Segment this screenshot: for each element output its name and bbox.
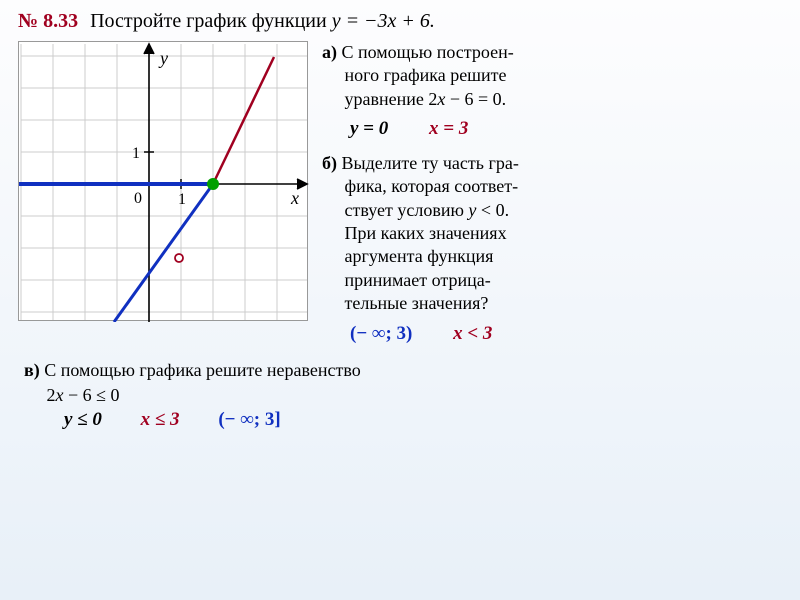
x-label: x <box>290 188 299 208</box>
part-a-text: С помощью построен- ного графика решите … <box>322 42 514 109</box>
title-pre: Постройте график функции <box>90 10 332 32</box>
part-b-answers: (− ∞; 3) x < 3 <box>350 322 782 347</box>
part-a-label: а) <box>322 42 337 62</box>
problem-number: № 8.33 <box>18 10 78 33</box>
part-b-text: Выделите ту часть гра- фика, которая соо… <box>322 153 519 313</box>
part-c-label: в) <box>24 360 40 380</box>
title-eq: y = −3x + 6. <box>332 10 435 32</box>
right-col: а) С помощью построен- ного графика реши… <box>322 41 782 356</box>
left-col: y x 0 1 1 <box>18 41 308 356</box>
y-label: y <box>158 48 168 68</box>
point-intersect <box>207 178 219 190</box>
line-blue-diag <box>114 184 213 322</box>
ans-b-int: (− ∞; 3) <box>350 323 412 344</box>
part-c-line1: в) С помощью графика решите неравенство … <box>24 358 776 407</box>
ans-a-x: x = 3 <box>429 118 468 139</box>
ans-c-y: y ≤ 0 <box>64 409 102 430</box>
part-c: в) С помощью графика решите неравенство … <box>0 356 800 442</box>
x1-label: 1 <box>178 191 186 208</box>
part-b: б) Выделите ту часть гра- фика, которая … <box>322 152 782 316</box>
part-c-text: С помощью графика решите неравенство <box>44 360 361 380</box>
header-title: Постройте график функции y = −3x + 6. <box>90 10 435 33</box>
part-a: а) С помощью построен- ного графика реши… <box>322 41 782 111</box>
content-row: y x 0 1 1 а) С помощью построен- ного гр… <box>0 41 800 356</box>
part-c-answers: y ≤ 0 x ≤ 3 (− ∞; 3] <box>64 407 776 433</box>
ans-a-y: y = 0 <box>350 118 388 139</box>
part-a-answers: y = 0 x = 3 <box>350 117 782 142</box>
part-b-label: б) <box>322 153 337 173</box>
graph-svg: y x 0 1 1 <box>19 42 309 322</box>
point-open <box>175 254 183 262</box>
ans-b-x: x < 3 <box>453 323 492 344</box>
origin-label: 0 <box>134 190 142 207</box>
ans-c-x: x ≤ 3 <box>141 409 180 430</box>
ans-c-int: (− ∞; 3] <box>218 409 280 430</box>
header: № 8.33 Постройте график функции y = −3x … <box>0 0 800 41</box>
y1-label: 1 <box>132 145 140 162</box>
graph-box: y x 0 1 1 <box>18 41 308 321</box>
